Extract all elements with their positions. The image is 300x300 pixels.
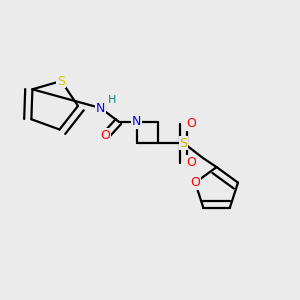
Text: O: O (101, 129, 110, 142)
Text: S: S (57, 74, 65, 88)
Text: N: N (96, 101, 105, 115)
Text: O: O (186, 156, 196, 169)
Text: H: H (108, 94, 116, 105)
Text: O: O (186, 117, 196, 130)
Text: N: N (132, 115, 141, 128)
Text: O: O (190, 176, 200, 189)
Text: S: S (180, 136, 188, 150)
